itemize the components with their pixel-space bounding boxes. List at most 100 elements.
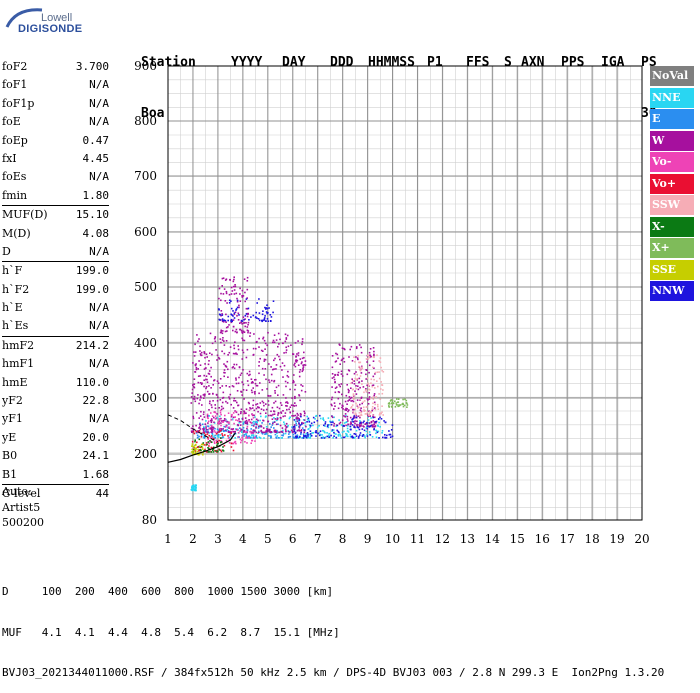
data-point (263, 437, 265, 439)
data-point (254, 416, 256, 418)
data-point (371, 408, 374, 410)
data-point (218, 318, 221, 321)
data-point (381, 392, 384, 395)
data-point (297, 364, 300, 366)
data-point (343, 425, 345, 427)
data-point (261, 389, 264, 391)
data-point (294, 395, 296, 398)
data-point (226, 402, 229, 404)
data-point (321, 434, 323, 436)
data-point (348, 356, 350, 358)
data-point (373, 353, 375, 356)
data-point (349, 428, 352, 431)
data-point (211, 426, 214, 429)
param-row: h`F2 199.0 (2, 281, 109, 299)
data-point (246, 442, 248, 444)
data-point (191, 388, 194, 391)
data-point (304, 436, 306, 439)
param-row: h`Es N/A (2, 317, 109, 335)
data-point (356, 357, 359, 359)
data-point (353, 398, 355, 400)
data-point (252, 436, 255, 438)
data-point (199, 446, 202, 449)
data-point (301, 361, 303, 363)
data-point (368, 431, 371, 433)
data-point (358, 412, 361, 414)
data-point (233, 313, 236, 316)
data-point (265, 307, 268, 309)
data-point (208, 409, 210, 411)
data-point (194, 351, 197, 353)
data-point (310, 434, 313, 437)
data-point (353, 437, 356, 439)
data-point (209, 440, 211, 442)
data-point (228, 442, 231, 444)
data-point (221, 433, 223, 435)
data-point (365, 378, 367, 380)
data-point (239, 438, 242, 441)
data-point (282, 433, 285, 435)
data-point (299, 436, 301, 438)
data-point (264, 315, 266, 317)
data-point (331, 430, 333, 432)
data-point (346, 384, 348, 386)
legend-item: NoVal (650, 66, 694, 86)
data-point (359, 432, 362, 434)
data-point (281, 362, 284, 364)
data-point (358, 381, 361, 383)
data-point (252, 314, 255, 317)
data-point (219, 427, 221, 430)
data-point (274, 392, 276, 394)
data-point (291, 426, 293, 428)
data-point (211, 429, 213, 432)
data-point (229, 393, 232, 396)
data-point (273, 429, 276, 432)
data-point (309, 434, 312, 437)
data-point (283, 352, 285, 354)
data-point (231, 428, 234, 431)
data-point (248, 419, 250, 421)
data-point (332, 437, 334, 439)
data-point (227, 422, 230, 424)
data-point (318, 432, 321, 434)
data-point (200, 351, 203, 354)
data-point (254, 440, 256, 442)
data-point (345, 409, 347, 411)
data-point (223, 371, 225, 374)
data-point (334, 387, 337, 389)
data-point (270, 431, 272, 433)
data-point (347, 423, 349, 426)
data-point (225, 425, 227, 427)
param-row: yE 20.0 (2, 429, 109, 447)
data-point (214, 427, 216, 430)
data-point (294, 388, 296, 391)
data-point (384, 434, 386, 436)
data-point (293, 374, 295, 376)
data-point (354, 390, 356, 392)
data-point (250, 382, 253, 384)
data-point (293, 430, 296, 432)
data-point (346, 421, 348, 423)
data-point (366, 384, 368, 387)
data-point (250, 316, 252, 318)
data-point (352, 416, 355, 418)
data-point (306, 418, 309, 421)
data-point (241, 296, 244, 298)
param-row: M(D) 4.08 (2, 225, 109, 243)
data-point (237, 404, 240, 407)
data-point (240, 412, 242, 415)
data-point (297, 340, 299, 342)
data-point (368, 396, 371, 398)
data-point (200, 445, 203, 448)
data-point (206, 414, 209, 417)
data-point (375, 420, 378, 423)
data-point (198, 438, 201, 441)
data-point (284, 425, 287, 427)
data-point (265, 432, 268, 434)
data-point (203, 437, 206, 439)
data-point (295, 437, 297, 439)
data-point (241, 394, 243, 396)
data-point (363, 410, 365, 412)
data-point (366, 433, 368, 436)
data-point (336, 429, 338, 432)
